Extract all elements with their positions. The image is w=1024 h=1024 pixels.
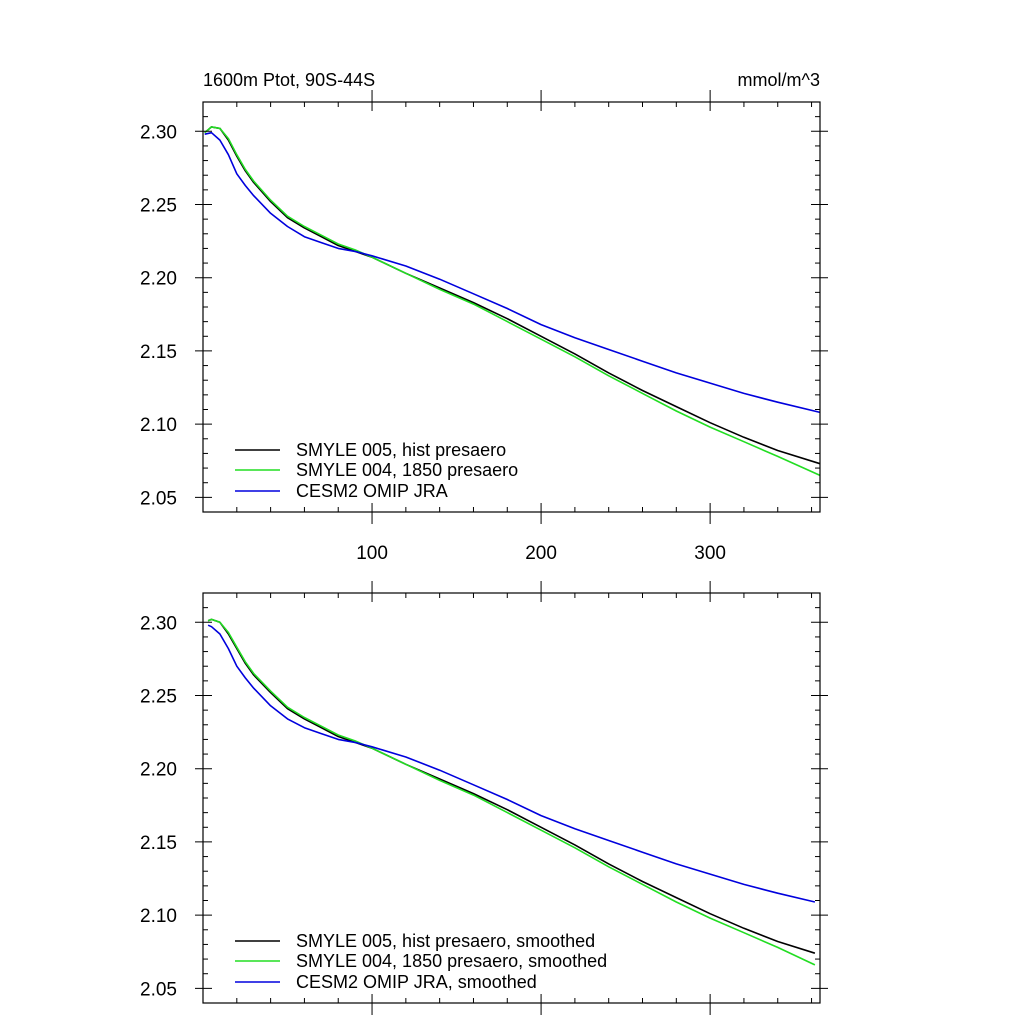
legend-label: SMYLE 005, hist presaero [296,440,506,460]
y-tick-label: 2.30 [140,613,177,634]
y-tick-label: 2.05 [140,488,177,509]
series-line [207,618,816,966]
legend: SMYLE 005, hist presaero, smoothed SMYLE… [235,931,607,992]
legend: SMYLE 005, hist presaero SMYLE 004, 1850… [235,440,518,501]
bottom-panel: SMYLE 005, hist presaero, smoothed SMYLE… [140,581,828,1015]
top-panel: 1600m Ptot, 90S-44S mmol/m^3 SMYLE 005, … [140,70,828,564]
legend-label: SMYLE 005, hist presaero, smoothed [296,931,595,951]
y-tick-label: 2.25 [140,196,177,217]
y-tick-label: 2.20 [140,760,177,781]
y-tick-label: 2.10 [140,415,177,436]
chart-title: 1600m Ptot, 90S-44S [203,70,375,90]
series-line [207,624,816,903]
y-tick-label: 2.20 [140,269,177,290]
legend-label: SMYLE 004, 1850 presaero, smoothed [296,951,607,971]
series-line [204,126,821,465]
y-tick-label: 2.15 [140,833,177,854]
units-label: mmol/m^3 [738,70,820,90]
x-tick-label: 300 [694,543,726,564]
y-tick-label: 2.15 [140,342,177,363]
y-tick-label: 2.10 [140,906,177,927]
y-tick-label: 2.05 [140,979,177,1000]
x-tick-label: 200 [525,543,557,564]
y-tick-label: 2.30 [140,122,177,143]
series-line [204,131,821,414]
x-tick-label: 100 [356,543,388,564]
y-tick-label: 2.25 [140,687,177,708]
legend-label: CESM2 OMIP JRA [296,481,448,501]
legend-label: SMYLE 004, 1850 presaero [296,460,518,480]
series-line [204,126,821,477]
series-line [207,618,816,954]
legend-label: CESM2 OMIP JRA, smoothed [296,972,537,992]
